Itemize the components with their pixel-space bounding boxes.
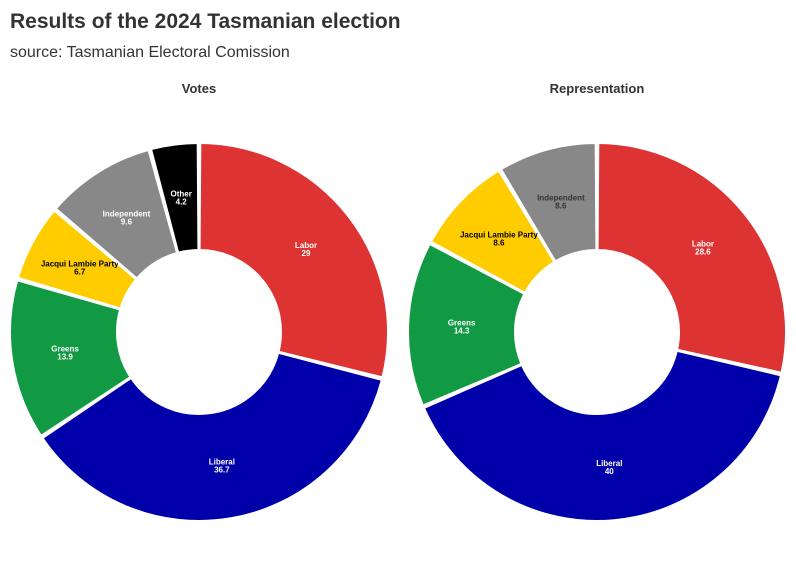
slice-liberal[interactable] bbox=[41, 351, 384, 522]
donut-chart-votes: Votes Labor 29 Liberal 36.7 Greens 13.9 Jacqui … bbox=[9, 81, 389, 522]
slice-label-labor: Labor 29 bbox=[295, 241, 317, 258]
slice-label-liberal: Liberal 36.7 bbox=[209, 458, 235, 475]
slice-label-independent: Independent 8.6 bbox=[537, 193, 585, 210]
slice-label-jacqui-lambie-party: Jacqui Lambie Party 6.7 bbox=[41, 260, 119, 277]
slice-label-greens: Greens 14.3 bbox=[448, 318, 476, 335]
slice-liberal[interactable] bbox=[422, 349, 783, 522]
slice-independent[interactable] bbox=[499, 141, 598, 263]
slice-label-other: Other 4.2 bbox=[171, 190, 192, 207]
slice-labor[interactable] bbox=[596, 141, 787, 374]
slice-label-jacqui-lambie-party: Jacqui Lambie Party 8.6 bbox=[460, 231, 538, 248]
slice-greens[interactable] bbox=[9, 279, 132, 438]
slice-label-labor: Labor 28.6 bbox=[692, 240, 714, 257]
chart-title: Results of the 2024 Tasmanian election bbox=[10, 10, 401, 33]
slice-independent[interactable] bbox=[54, 148, 179, 280]
slice-other[interactable] bbox=[149, 141, 200, 254]
slice-labor[interactable] bbox=[198, 141, 389, 379]
slice-label-greens: Greens 13.9 bbox=[51, 345, 79, 362]
slice-label-liberal: Liberal 40 bbox=[596, 459, 622, 476]
slice-label-independent: Independent 9.6 bbox=[103, 210, 151, 227]
panel-title: Votes bbox=[182, 81, 216, 96]
donut-chart-representation: Representation Labor 28.6 Liberal 40 Greens 14… bbox=[407, 81, 787, 522]
slice-jacqui-lambie-party[interactable] bbox=[16, 209, 138, 310]
chart-subtitle: source: Tasmanian Electoral Comission bbox=[10, 44, 290, 61]
slice-jacqui-lambie-party[interactable] bbox=[429, 169, 556, 295]
panel-title: Representation bbox=[550, 81, 645, 96]
slice-greens[interactable] bbox=[407, 242, 526, 407]
